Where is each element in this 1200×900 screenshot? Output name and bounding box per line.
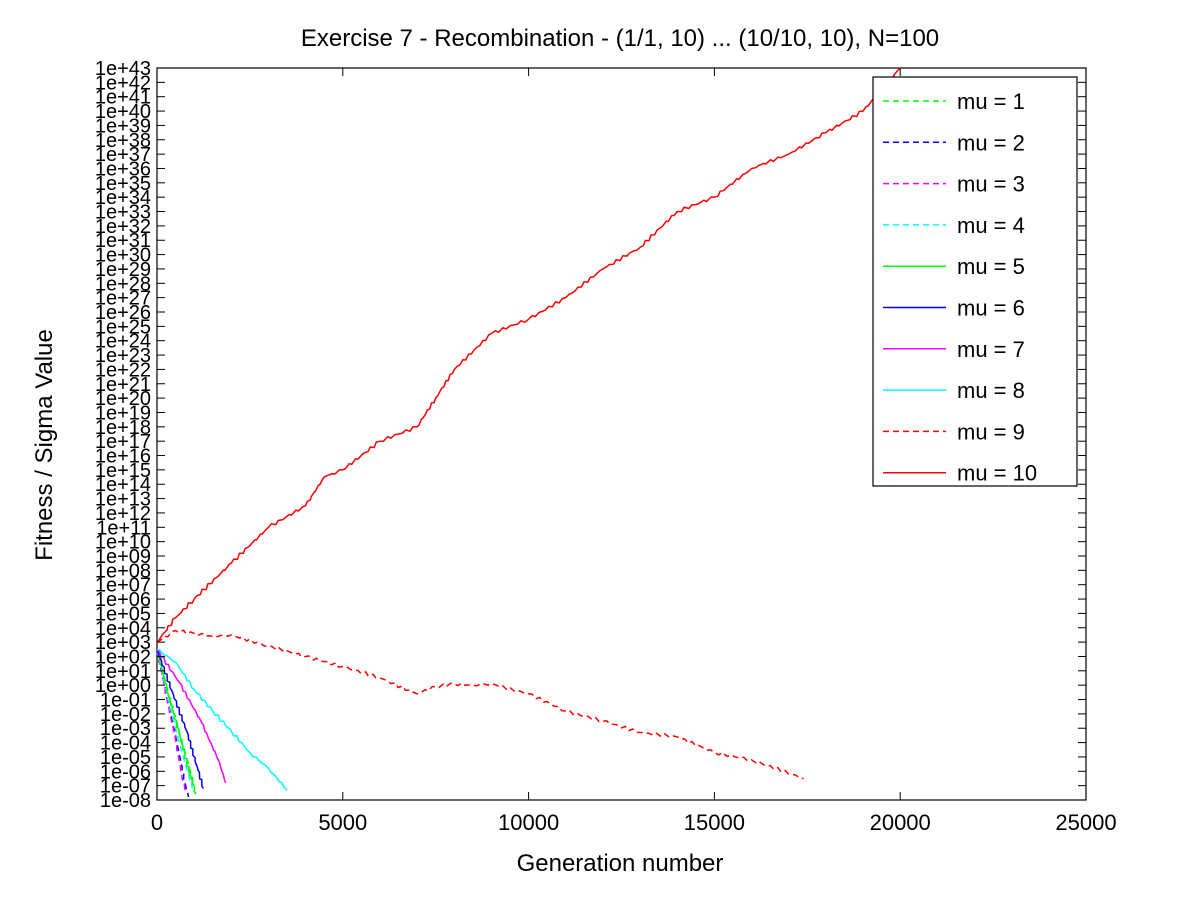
x-tick-label: 20000 (870, 810, 931, 835)
x-tick-label: 10000 (498, 810, 559, 835)
y-tick-label: 1e+24 (95, 331, 151, 353)
y-tick-label: 1e-01 (100, 690, 151, 712)
y-tick-label: 1e+40 (95, 101, 151, 123)
series-line (156, 649, 205, 789)
y-tick-label: 1e+07 (95, 575, 151, 597)
y-tick-label: 1e+15 (95, 460, 151, 482)
legend-label: mu = 10 (957, 461, 1037, 486)
series-line (156, 629, 804, 780)
legend-label: mu = 4 (957, 213, 1025, 238)
y-tick-label: 1e+27 (95, 288, 151, 310)
series-line (156, 67, 901, 643)
y-tick-label: 1e+11 (96, 517, 151, 539)
y-tick-label: 1e+30 (95, 245, 151, 267)
legend-box (872, 76, 1078, 487)
plot-area-border (156, 67, 1087, 801)
x-tick-label: 0 (151, 810, 163, 835)
y-tick-label: 1e+04 (95, 618, 151, 640)
y-axis-label: Fitness / Sigma Value (31, 329, 58, 561)
legend-label: mu = 3 (957, 172, 1025, 197)
y-tick-label: 1e+16 (95, 446, 151, 468)
y-tick-label: 1e+09 (95, 546, 151, 568)
y-tick-label: 1e-04 (100, 733, 151, 755)
x-axis: 0 5000 10000 15000 20000 25000 (151, 68, 1117, 835)
y-tick-label: 1e+22 (95, 359, 151, 381)
y-tick-label: 1e+17 (95, 431, 151, 453)
legend-label: mu = 8 (957, 378, 1025, 403)
y-tick-label: 1e-05 (100, 747, 151, 769)
y-tick-label: 1e+28 (95, 273, 151, 295)
y-tick-label: 1e+08 (95, 560, 151, 582)
x-axis-label: Generation number (517, 850, 724, 877)
y-tick-label: 1e+31 (95, 230, 151, 252)
y-tick-label: 1e-07 (100, 776, 151, 798)
y-tick-label: 1e+12 (95, 503, 151, 525)
y-tick-label: 1e-02 (100, 704, 151, 726)
y-tick-label: 1e+18 (95, 417, 151, 439)
series-layer (156, 67, 901, 798)
y-tick-label: 1e+43 (95, 58, 151, 80)
legend-label: mu = 5 (957, 254, 1025, 279)
y-tick-label: 1e+36 (95, 158, 151, 180)
y-tick-label: 1e+26 (95, 302, 151, 324)
y-tick-label: 1e+21 (95, 374, 151, 396)
x-tick-label: 5000 (318, 810, 367, 835)
y-tick-label: 1e+00 (95, 675, 151, 697)
legend-label: mu = 7 (957, 337, 1025, 362)
y-tick-label: 1e+19 (95, 402, 151, 424)
y-axis: 1e-081e-071e-061e-051e-041e-031e-021e-01… (95, 58, 1086, 812)
y-tick-label: 1e+38 (95, 130, 151, 152)
series-line (156, 648, 227, 784)
y-tick-label: 1e+37 (95, 144, 151, 166)
legend: mu = 1 mu = 2 mu = 3 mu = 4 mu = 5 mu = 6 mu =… (872, 76, 1078, 487)
legend-label: mu = 6 (957, 296, 1025, 321)
y-tick-label: 1e+35 (95, 173, 151, 195)
series-line (156, 649, 197, 795)
y-tick-label: 1e+42 (95, 72, 151, 94)
y-tick-label: 1e+01 (95, 661, 151, 683)
y-tick-label: 1e+32 (95, 216, 151, 238)
y-tick-label: 1e+10 (95, 532, 151, 554)
y-tick-label: 1e+25 (95, 316, 151, 338)
y-tick-label: 1e+14 (95, 474, 151, 496)
x-tick-label: 25000 (1055, 810, 1116, 835)
y-tick-label: 1e+33 (95, 202, 151, 224)
y-tick-label: 1e+13 (95, 489, 151, 511)
y-tick-label: 1e+29 (95, 259, 151, 281)
y-tick-label: 1e-03 (100, 718, 151, 740)
y-tick-label: 1e+41 (95, 87, 151, 109)
y-tick-label: 1e+23 (95, 345, 151, 367)
y-tick-label: 1e-06 (100, 761, 151, 783)
y-tick-label: 1e+34 (95, 187, 151, 209)
legend-label: mu = 9 (957, 419, 1025, 444)
y-tick-label: 1e-08 (100, 790, 151, 812)
series-line (156, 648, 288, 791)
y-tick-label: 1e+02 (95, 646, 151, 668)
y-tick-label: 1e+06 (95, 589, 151, 611)
y-tick-label: 1e+03 (95, 632, 151, 654)
y-tick-label: 1e+05 (95, 603, 151, 625)
y-tick-label: 1e+39 (95, 115, 151, 137)
plot-frame (156, 67, 1087, 801)
x-tick-label: 15000 (684, 810, 745, 835)
legend-label: mu = 1 (957, 89, 1025, 114)
legend-label: mu = 2 (957, 130, 1025, 155)
y-tick-label: 1e+20 (95, 388, 151, 410)
chart-title: Exercise 7 - Recombination - (1/1, 10) .… (301, 25, 939, 52)
